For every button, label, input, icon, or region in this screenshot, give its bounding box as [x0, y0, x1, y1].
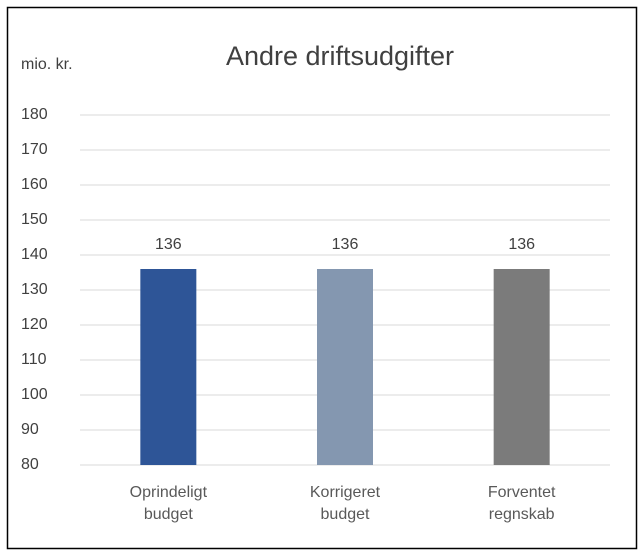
y-tick-label: 130 [21, 281, 48, 298]
y-tick-label: 80 [21, 456, 39, 473]
y-tick-label: 160 [21, 176, 48, 193]
y-tick-label: 180 [21, 106, 48, 123]
data-label: 136 [508, 236, 535, 253]
x-tick-label: Forventet regnskab [487, 484, 556, 523]
data-label: 136 [155, 236, 182, 253]
y-tick-label: 150 [21, 211, 48, 228]
y-tick-label: 170 [21, 141, 48, 158]
data-label: 136 [332, 236, 359, 253]
y-tick-label: 100 [21, 386, 48, 403]
y-tick-label: 140 [21, 246, 48, 263]
x-tick-label: Korrigeret budget [309, 484, 381, 523]
bar [493, 269, 550, 465]
y-tick-label: 120 [21, 316, 48, 333]
chart-title: Andre driftsudgifter [226, 41, 454, 71]
y-tick-label: 110 [21, 351, 47, 368]
y-axis-label: mio. kr. [21, 56, 73, 73]
x-tick-label: Oprindeligt budget [129, 484, 208, 523]
bar [317, 269, 373, 465]
bar [140, 269, 197, 465]
y-tick-label: 90 [21, 421, 39, 438]
